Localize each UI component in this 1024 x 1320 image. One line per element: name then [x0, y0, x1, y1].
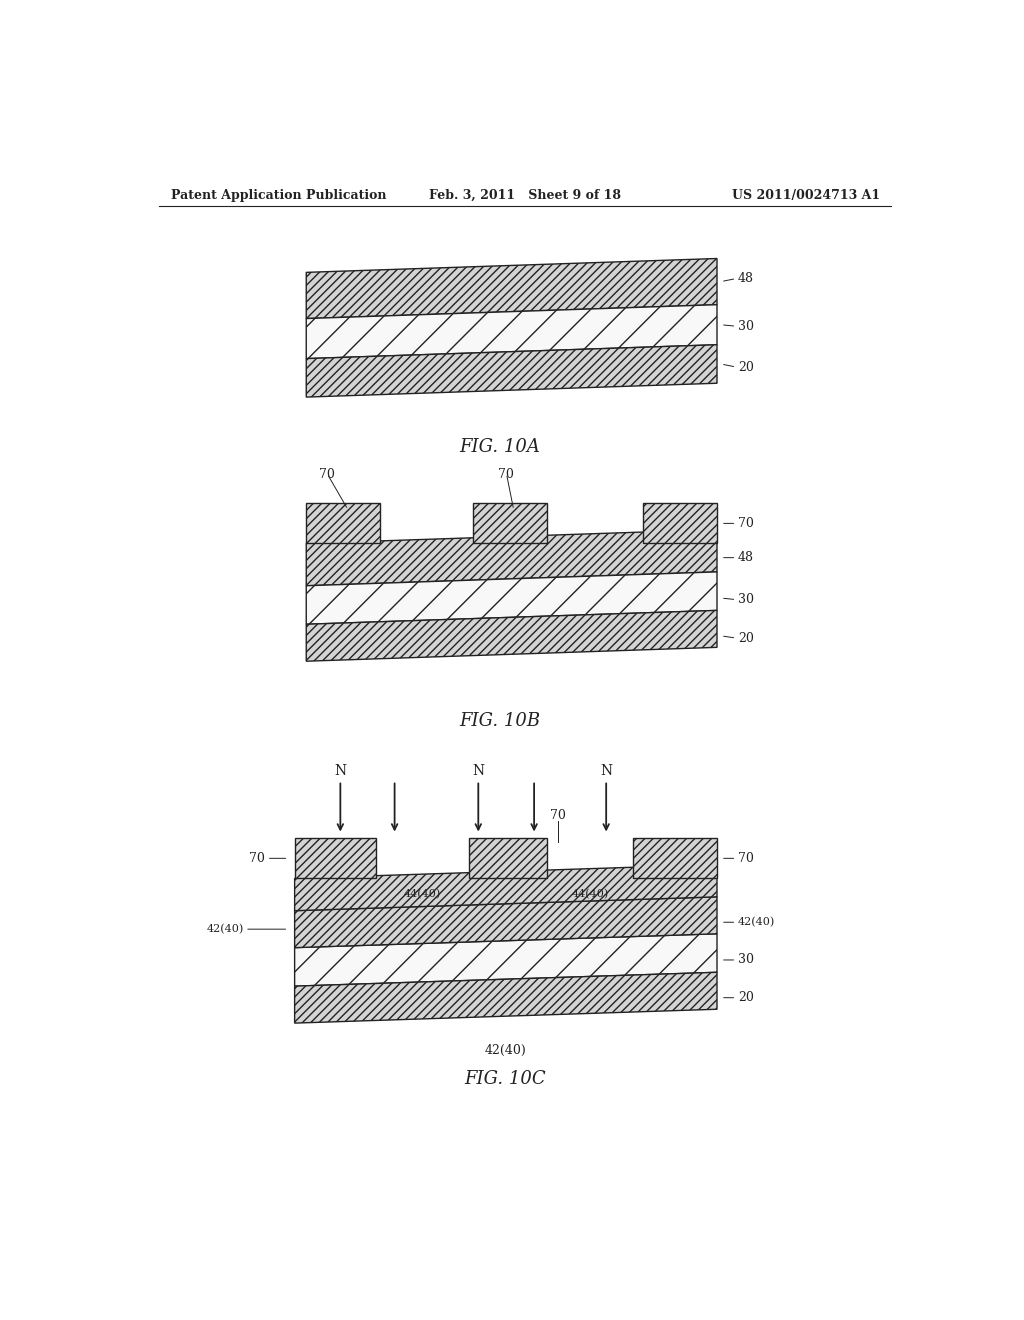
Text: 70: 70 [550, 809, 566, 822]
Bar [306, 503, 380, 544]
Text: N: N [600, 763, 612, 777]
Text: 20: 20 [738, 631, 754, 644]
Text: 20: 20 [738, 360, 754, 374]
Text: 42(40): 42(40) [206, 924, 244, 935]
Text: 42(40): 42(40) [738, 917, 775, 928]
Text: 70: 70 [498, 467, 514, 480]
Polygon shape [306, 345, 717, 397]
Text: 70: 70 [738, 851, 754, 865]
Text: 30: 30 [738, 593, 754, 606]
Bar [295, 838, 376, 878]
Polygon shape [295, 973, 717, 1023]
Text: 30: 30 [738, 953, 754, 966]
Polygon shape [306, 610, 717, 661]
Text: 48: 48 [738, 272, 754, 285]
Text: 70: 70 [738, 517, 754, 529]
Text: 20: 20 [738, 991, 754, 1005]
Polygon shape [306, 572, 717, 624]
Bar [473, 503, 547, 544]
Text: 70: 70 [249, 851, 265, 865]
Polygon shape [295, 896, 717, 948]
Text: US 2011/0024713 A1: US 2011/0024713 A1 [731, 189, 880, 202]
Text: 30: 30 [738, 319, 754, 333]
Text: 70: 70 [319, 467, 335, 480]
Text: 44(40): 44(40) [403, 890, 441, 900]
Text: N: N [472, 763, 484, 777]
Text: 42(40): 42(40) [484, 1044, 526, 1056]
Text: 48: 48 [738, 552, 754, 564]
Text: N: N [334, 763, 346, 777]
Polygon shape [306, 305, 717, 359]
Bar [643, 503, 717, 544]
Text: FIG. 10A: FIG. 10A [460, 438, 541, 457]
Text: Patent Application Publication: Patent Application Publication [171, 189, 386, 202]
Text: Feb. 3, 2011   Sheet 9 of 18: Feb. 3, 2011 Sheet 9 of 18 [429, 189, 621, 202]
Polygon shape [295, 865, 717, 911]
Bar [633, 838, 717, 878]
Polygon shape [306, 529, 717, 586]
Text: 44(40): 44(40) [571, 890, 608, 900]
Text: FIG. 10B: FIG. 10B [460, 711, 541, 730]
Polygon shape [306, 259, 717, 318]
Bar [469, 838, 547, 878]
Polygon shape [295, 933, 717, 986]
Text: FIG. 10C: FIG. 10C [465, 1069, 546, 1088]
